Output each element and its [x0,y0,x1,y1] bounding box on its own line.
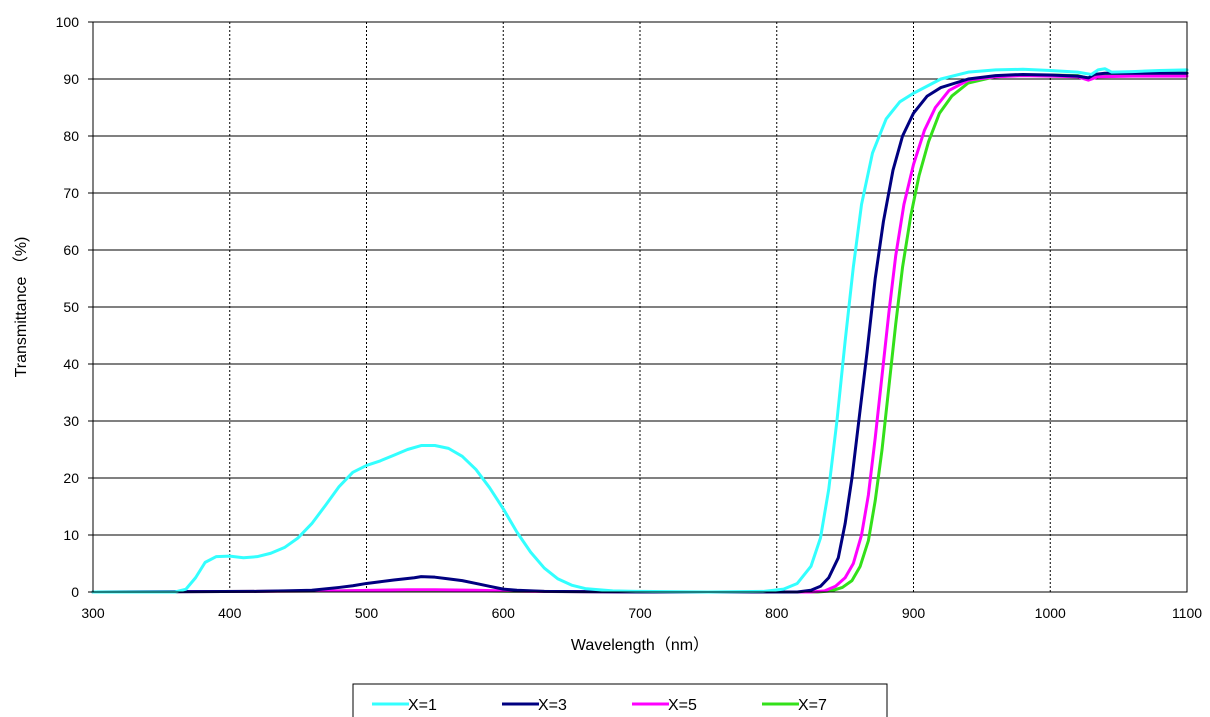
x-tick-layer: 300 400 500 600 700 800 900 1000 1100 [81,605,1202,621]
y-tick-label: 20 [63,470,79,486]
legend-box [352,683,888,717]
y-tick-label: 80 [63,128,79,144]
x-tick-label: 700 [628,605,652,621]
y-axis-title: Transmittance （%) [12,237,30,378]
legend-label: X=3 [538,697,567,714]
x-tick-label: 1100 [1172,605,1202,621]
legend-items: X=1 X=3 X=5 X=7 [372,697,827,714]
y-tick-label: 100 [56,14,80,30]
x-tick-label: 600 [492,605,516,621]
series-layer [91,67,1189,594]
legend-label: X=7 [798,697,827,714]
x-tick-label: 900 [902,605,926,621]
grid-layer [93,22,1187,592]
x-axis-title: Wavelength（nm） [571,636,709,654]
y-tick-label: 0 [71,584,79,600]
y-tick-label: 10 [63,527,79,543]
y-tick-label: 70 [63,185,79,201]
y-tick-label: 90 [63,71,79,87]
y-tick-label: 40 [63,356,79,372]
y-tick-label: 50 [63,299,79,315]
legend-label: X=1 [408,697,437,714]
x-tick-label: 800 [765,605,789,621]
legend-label: X=5 [668,697,697,714]
series-line-x-3 [91,71,1189,594]
y-tick-label: 60 [63,242,79,258]
legend: X=1 X=3 X=5 X=7 [352,683,888,717]
series-line-x-1 [91,67,1189,594]
x-tick-label: 400 [218,605,242,621]
x-tick-label: 300 [81,605,105,621]
x-tick-label: 500 [355,605,379,621]
y-tick-layer: 0 10 20 30 40 50 60 70 80 90 100 [56,14,93,600]
x-tick-label: 1000 [1035,605,1066,621]
y-tick-label: 30 [63,413,79,429]
